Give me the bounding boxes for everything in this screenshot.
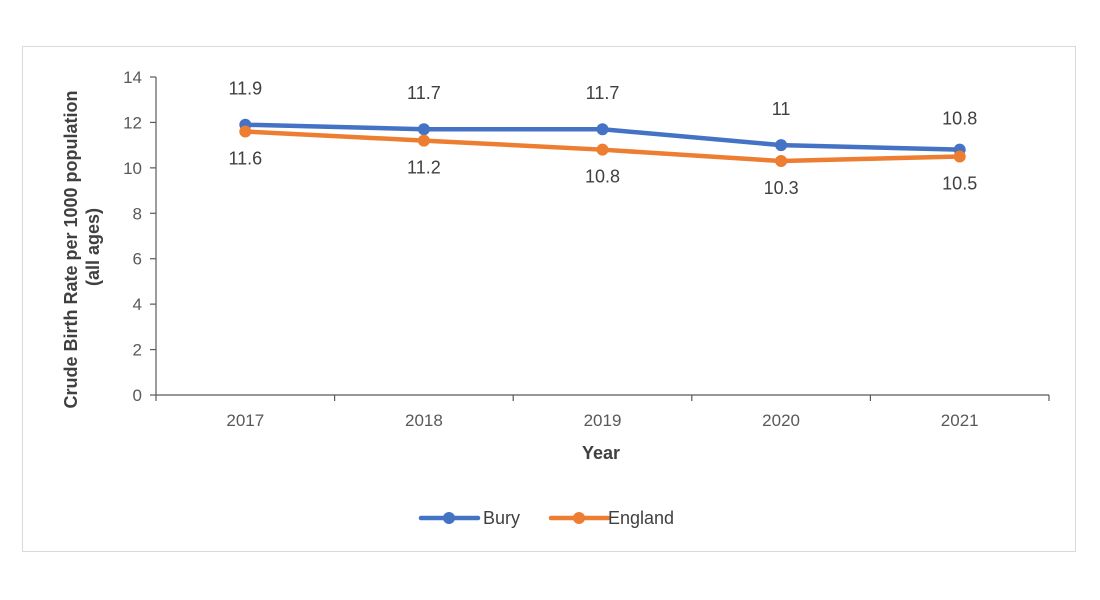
- data-point-bury: [417, 123, 430, 136]
- data-point-england: [775, 155, 788, 168]
- y-tick-label: 6: [133, 250, 142, 269]
- chart-frame: 0 2 4 6 8 10 12 14 2017 2018 2019 2020 2021 11.9 11.…: [22, 46, 1076, 552]
- x-tick-label: 2017: [226, 411, 264, 430]
- data-point-england: [239, 125, 252, 138]
- data-label-bury: 11.7: [407, 83, 441, 103]
- data-label-england: 10.8: [585, 167, 620, 187]
- y-tick-label: 0: [133, 386, 142, 405]
- legend: Bury England: [418, 508, 674, 528]
- y-tick-label: 14: [123, 68, 142, 87]
- y-axis-title: Crude Birth Rate per 1000 population (al…: [61, 85, 103, 408]
- y-tick-label: 10: [123, 159, 142, 178]
- y-tick-label: 2: [133, 341, 142, 360]
- x-tick-label: 2021: [941, 411, 979, 430]
- y-axis-ticks: 0 2 4 6 8 10 12 14: [123, 68, 156, 405]
- data-point-england: [953, 150, 966, 163]
- legend-marker-england: [573, 512, 585, 524]
- legend-label-england: England: [608, 508, 674, 528]
- data-label-bury: 11.7: [586, 83, 620, 103]
- axes: [155, 77, 1049, 396]
- y-axis-title-line-2: (all ages): [83, 208, 103, 286]
- data-label-bury: 10.8: [942, 109, 977, 129]
- data-point-england: [417, 134, 430, 147]
- series-group: [239, 118, 966, 168]
- data-label-england: 10.5: [942, 174, 977, 194]
- data-label-england: 11.6: [228, 149, 262, 169]
- data-label-england: 10.3: [764, 178, 799, 198]
- y-tick-label: 8: [133, 204, 142, 223]
- data-point-bury: [596, 123, 609, 136]
- data-point-england: [596, 143, 609, 156]
- data-label-bury: 11.9: [228, 79, 262, 99]
- x-tick-label: 2020: [762, 411, 800, 430]
- y-tick-label: 12: [123, 113, 142, 132]
- legend-label-bury: Bury: [483, 508, 520, 528]
- y-axis-title-line-1: Crude Birth Rate per 1000 population: [61, 90, 81, 408]
- data-labels: 11.9 11.7 11.7 11 10.8 11.6 11.2 10.8 10.3 10.5: [228, 79, 977, 198]
- data-label-england: 11.2: [407, 158, 441, 178]
- data-point-bury: [775, 139, 788, 152]
- x-axis-title: Year: [582, 443, 620, 463]
- legend-marker-bury: [443, 512, 455, 524]
- x-axis-ticks: 2017 2018 2019 2020 2021: [155, 395, 1050, 430]
- data-label-bury: 11: [772, 99, 791, 119]
- y-tick-label: 4: [133, 295, 142, 314]
- x-tick-label: 2018: [405, 411, 443, 430]
- x-tick-label: 2019: [584, 411, 622, 430]
